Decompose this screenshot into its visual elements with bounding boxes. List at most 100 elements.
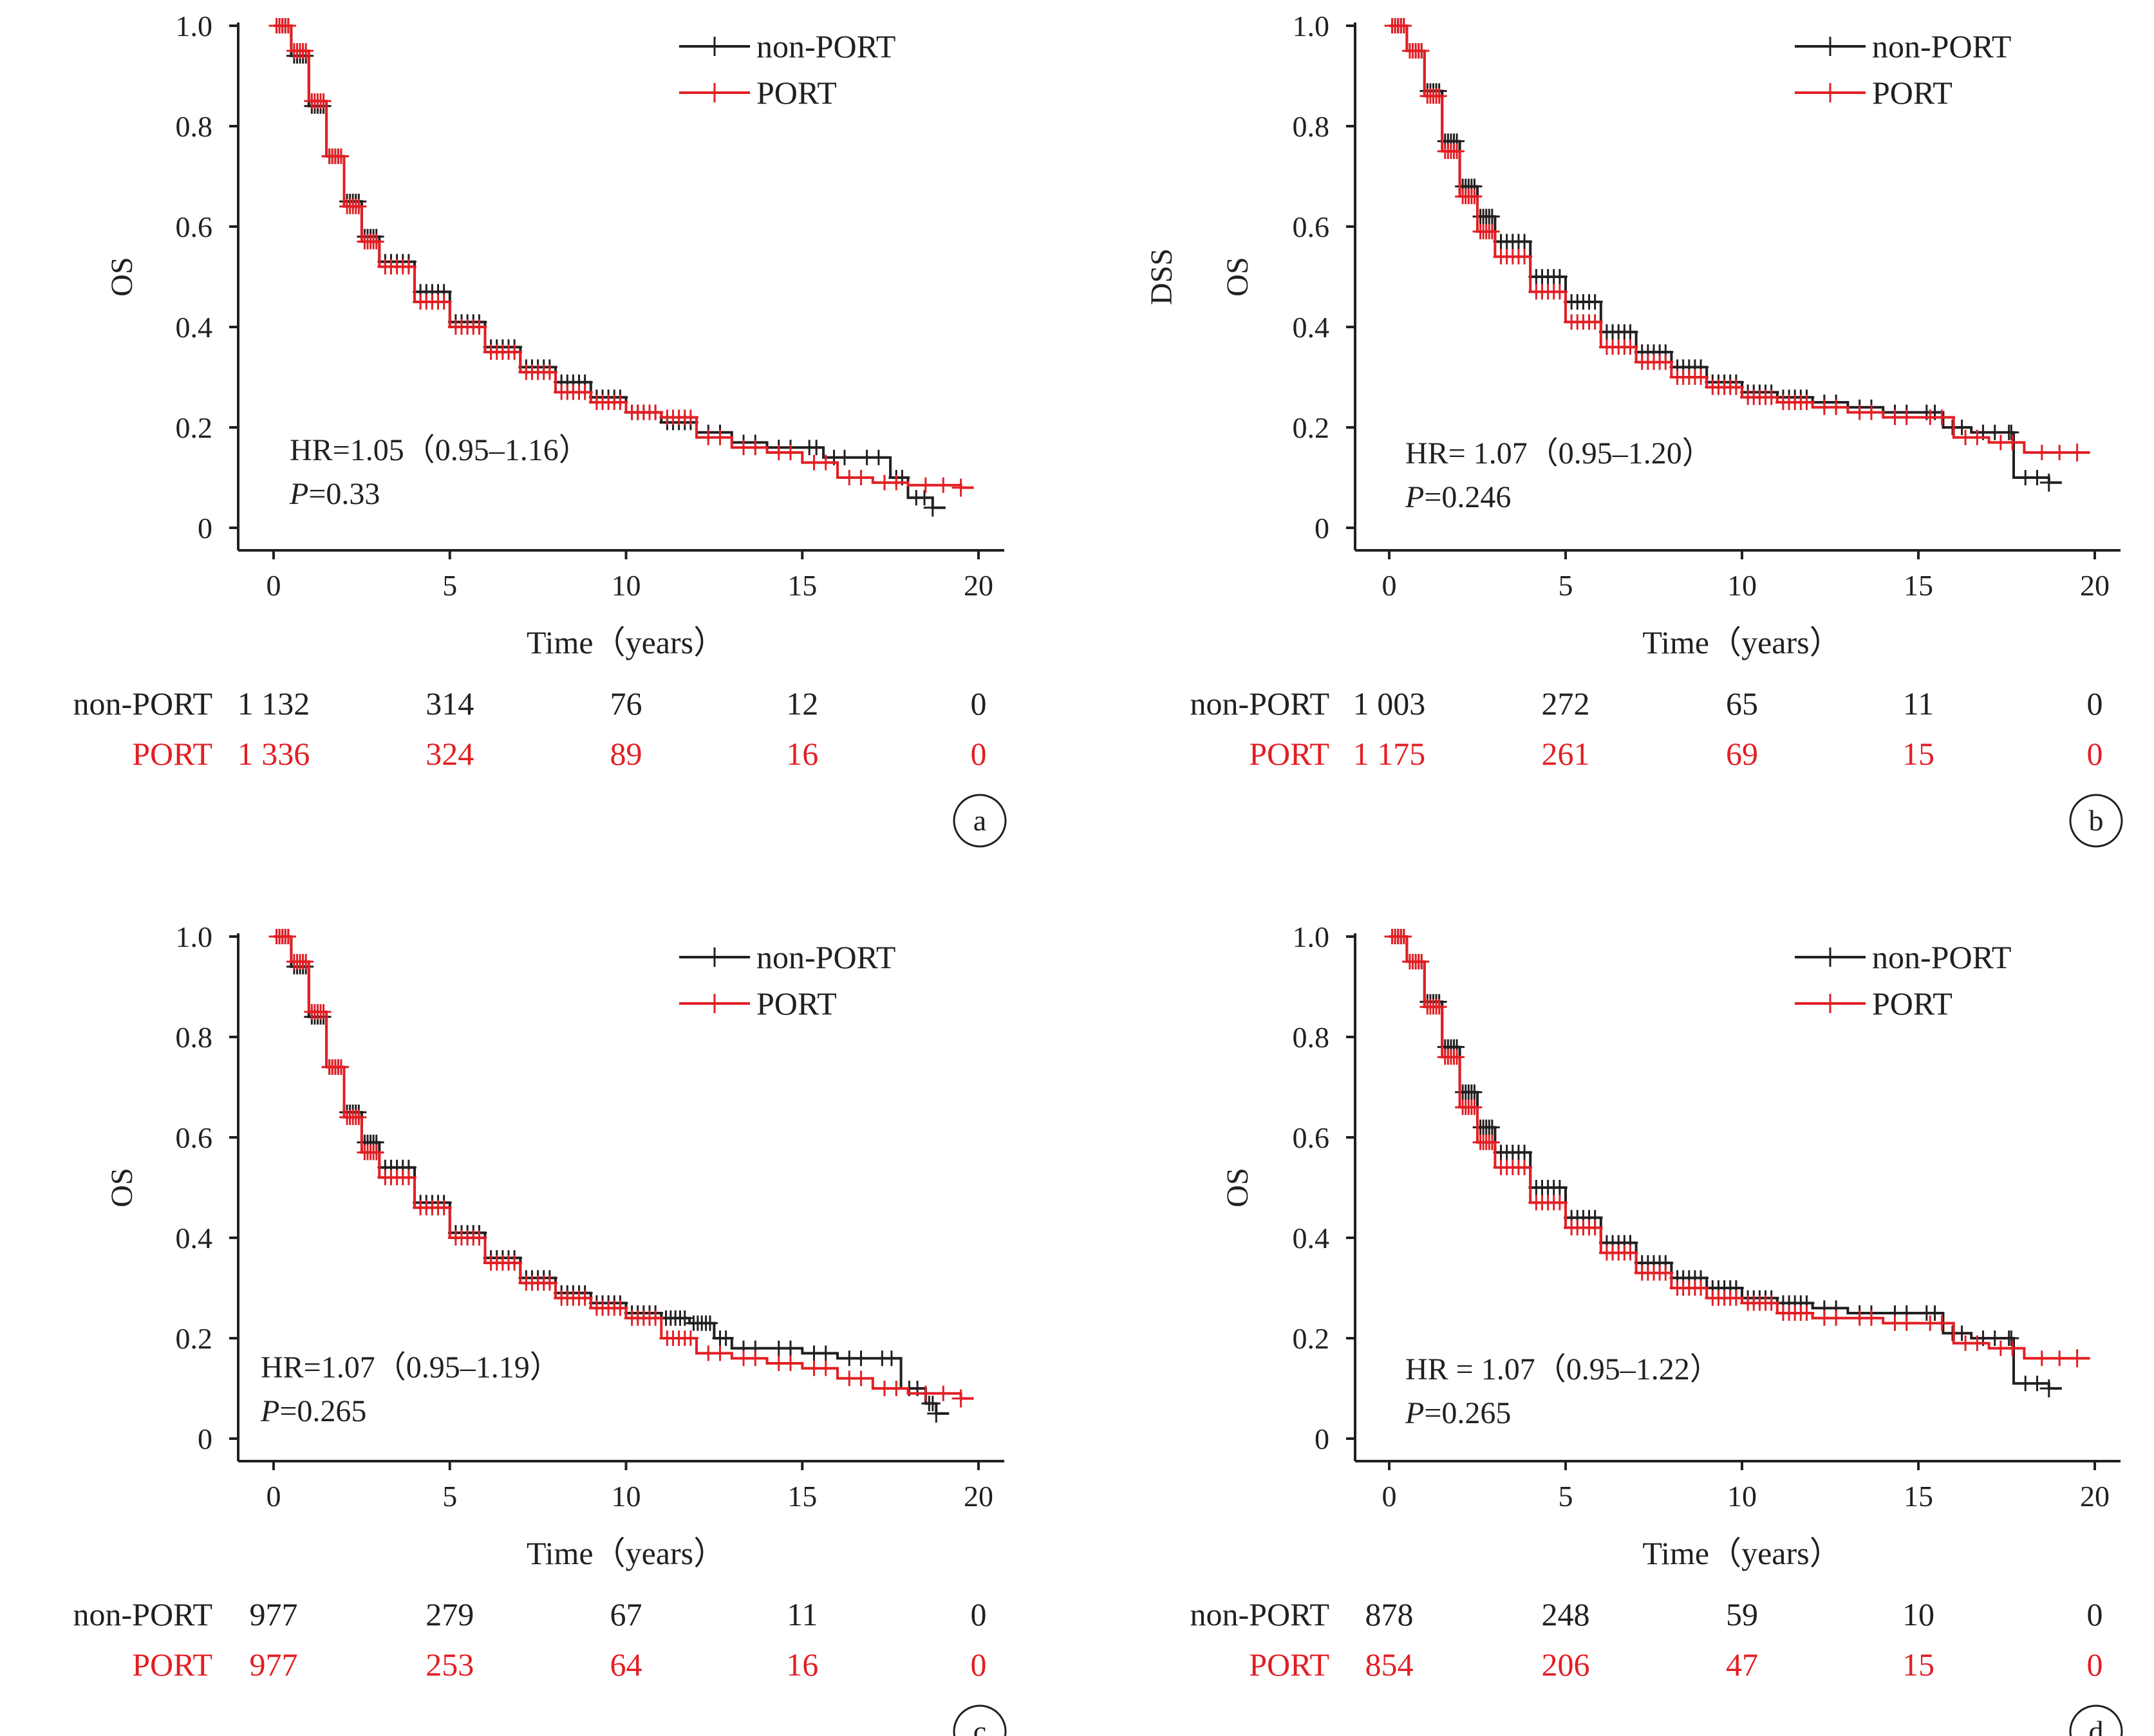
censor-marks-non-port	[268, 929, 941, 1412]
censor-mark	[1551, 1195, 1568, 1211]
risk-count-port: 0	[971, 1647, 987, 1683]
y-axis-label: OS	[105, 1168, 139, 1207]
censor-mark	[1987, 1330, 2003, 1346]
risk-row-label-port: PORT	[132, 1647, 212, 1683]
censor-mark	[1414, 954, 1430, 969]
censor-mark	[1466, 1099, 1483, 1115]
censor-mark	[1969, 1335, 1985, 1351]
panel-letter: b	[2089, 804, 2104, 837]
censor-mark	[712, 429, 728, 445]
censor-mark	[333, 1059, 349, 1075]
risk-count-non-port: 0	[2087, 1596, 2103, 1632]
legend-label: PORT	[1872, 75, 1953, 111]
p-value-symbol: P	[1405, 1396, 1424, 1430]
legend-label: non-PORT	[756, 28, 895, 64]
censor-mark	[718, 1330, 734, 1346]
panel-letter: a	[973, 804, 986, 837]
risk-count-non-port: 1 132	[238, 686, 310, 722]
censor-mark	[1484, 1119, 1500, 1135]
risk-count-non-port: 1 003	[1353, 686, 1426, 722]
censor-mark	[853, 1350, 869, 1367]
x-axis-label: Time（years）	[527, 1535, 726, 1571]
y-tick-label: 1.0	[1293, 10, 1330, 42]
censor-mark	[1484, 1134, 1500, 1150]
censor-mark	[541, 364, 557, 380]
censor-mark	[924, 1395, 941, 1412]
panel-badge-circle	[2069, 1704, 2123, 1736]
risk-count-non-port: 977	[250, 1596, 298, 1632]
censor-mark	[1987, 424, 2003, 440]
censor-mark	[883, 1350, 899, 1367]
censor-mark	[1449, 1049, 1465, 1065]
y-tick-label: 0.8	[176, 110, 213, 143]
censor-mark	[400, 1170, 417, 1186]
risk-row-label-non-port: non-PORT	[1190, 1596, 1329, 1632]
censor-mark	[400, 259, 417, 275]
risk-count-non-port: 10	[1902, 1596, 1934, 1632]
p-value-symbol: P	[260, 1394, 279, 1428]
y-tick-label: 0.6	[176, 1121, 213, 1154]
censor-mark	[1728, 379, 1744, 395]
x-tick-label: 5	[1559, 1480, 1573, 1513]
x-tick-label: 20	[2080, 569, 2110, 602]
risk-count-non-port: 0	[971, 686, 987, 722]
x-tick-label: 5	[442, 569, 457, 602]
censor-mark	[1898, 1315, 1915, 1331]
panel-badge-circle	[953, 1704, 1007, 1736]
censor-mark	[1517, 1159, 1533, 1175]
risk-count-non-port: 314	[426, 686, 474, 722]
y-tick-label: 1.0	[1293, 920, 1330, 953]
risk-row-label-port: PORT	[132, 736, 212, 772]
censor-mark-last	[2039, 473, 2058, 492]
y-tick-label: 0.4	[1293, 1222, 1330, 1255]
censor-mark	[712, 1345, 728, 1361]
p-value-annotation: P=0.33	[289, 477, 380, 511]
x-tick-label: 15	[1904, 1480, 1933, 1513]
censor-mark	[870, 449, 886, 465]
x-tick-label: 5	[1559, 569, 1573, 602]
censor-mark	[1587, 314, 1603, 330]
x-tick-label: 20	[964, 569, 993, 602]
censor-mark	[1587, 1220, 1603, 1236]
censor-mark	[351, 198, 367, 214]
y-tick-label: 0.2	[176, 1322, 213, 1355]
legend-label: non-PORT	[1872, 939, 2011, 975]
censor-mark	[1484, 223, 1500, 239]
censor-mark	[1763, 389, 1779, 406]
censor-mark	[1551, 269, 1568, 285]
survival-curve-port	[274, 935, 974, 1400]
risk-count-port: 854	[1365, 1647, 1414, 1683]
p-value-annotation: P=0.265	[260, 1394, 366, 1428]
censor-mark	[818, 1360, 834, 1376]
y-tick-label: 1.0	[176, 920, 213, 953]
censor-mark	[280, 18, 296, 33]
censor-mark	[783, 445, 798, 460]
censor-mark	[682, 409, 698, 425]
legend-censor-icon	[705, 37, 724, 56]
censor-mark	[577, 384, 593, 400]
risk-count-port: 0	[2087, 736, 2103, 772]
y-axis-label: OS	[105, 257, 139, 296]
y-tick-label: 0	[198, 512, 212, 545]
censor-mark-last	[951, 478, 970, 497]
censor-mark	[1863, 1310, 1879, 1326]
risk-count-port: 0	[971, 736, 987, 772]
y-axis-label-dss: DSS	[1145, 248, 1179, 305]
legend-censor-icon	[705, 947, 724, 967]
legend-censor-icon	[1821, 83, 1840, 102]
risk-count-non-port: 65	[1726, 686, 1758, 722]
y-tick-label: 0.6	[1293, 1121, 1330, 1154]
censor-mark	[1828, 1310, 1844, 1326]
censor-mark	[1934, 409, 1950, 425]
censor-mark	[2034, 445, 2050, 460]
risk-row-label-non-port: non-PORT	[73, 1596, 212, 1632]
censor-marks-port	[1384, 929, 2068, 1367]
legend-label: PORT	[756, 985, 837, 1022]
censor-mark	[2003, 424, 2019, 440]
censor-mark	[1693, 369, 1709, 385]
censor-mark	[783, 1340, 798, 1356]
legend-censor-icon	[1821, 947, 1840, 967]
censor-mark	[298, 954, 314, 969]
risk-count-port: 0	[2087, 1647, 2103, 1683]
panel-badge-circle	[2069, 794, 2123, 848]
